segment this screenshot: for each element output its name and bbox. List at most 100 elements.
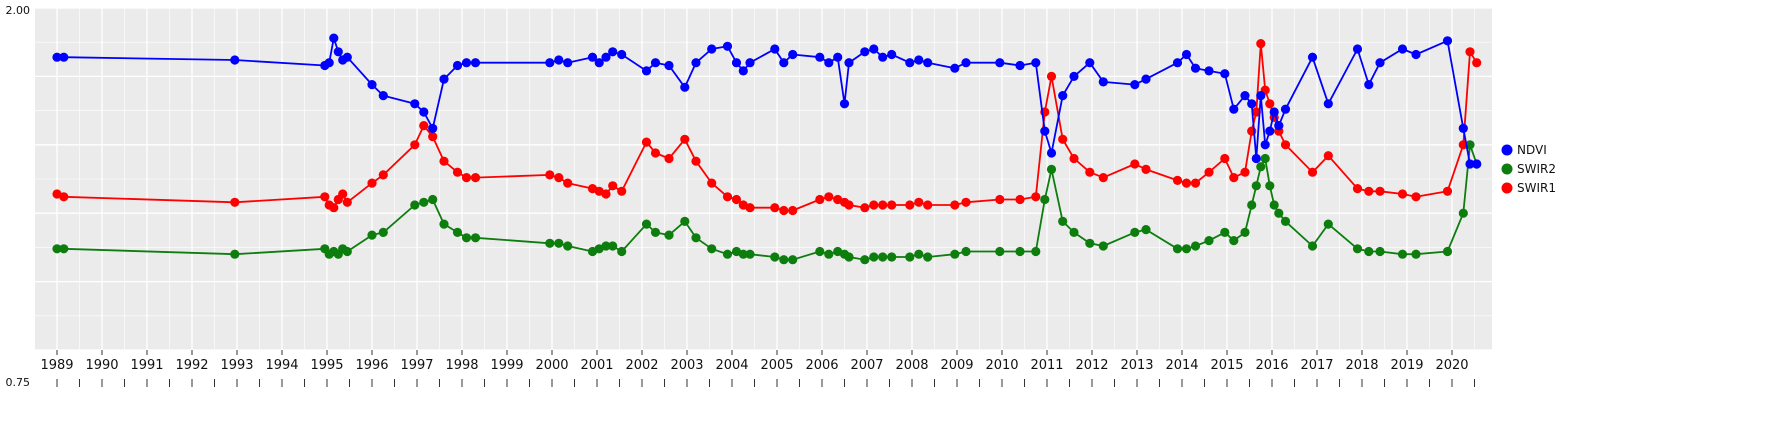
ndvi-point	[1274, 121, 1284, 131]
ndvi-point	[1411, 49, 1421, 60]
swir1-point	[869, 200, 879, 210]
y-axis-label: 2.00	[6, 4, 31, 17]
swir1-point	[650, 148, 661, 158]
swir2-point	[230, 249, 240, 259]
swir1-point	[329, 203, 339, 213]
swir1-point	[342, 197, 352, 207]
swir2-point	[1098, 241, 1108, 251]
ndvi-point	[641, 66, 652, 76]
ndvi-point	[779, 58, 789, 68]
x-axis-label: 2003	[670, 358, 703, 373]
swir2-point	[1130, 227, 1140, 237]
swir2-point	[545, 238, 555, 248]
swir2-point	[770, 252, 780, 262]
ndvi-point	[1190, 63, 1201, 73]
ndvi-point	[1280, 104, 1291, 114]
swir1-point	[914, 197, 924, 207]
swir2-point	[1141, 225, 1151, 235]
swir2-point	[1220, 227, 1230, 237]
x-axis-label: 2008	[895, 358, 928, 373]
swir2-point	[745, 249, 755, 259]
x-axis-label: 1996	[355, 358, 388, 373]
x-axis-label: 2001	[580, 358, 613, 373]
ndvi-point	[833, 52, 843, 62]
ndvi-point	[815, 52, 825, 62]
swir1-point	[428, 132, 438, 142]
ndvi-point	[1046, 148, 1057, 158]
ndvi-point	[1247, 99, 1257, 109]
swir2-point	[452, 227, 463, 237]
swir1-point	[1375, 186, 1385, 196]
swir2-point	[1442, 246, 1453, 257]
ndvi-point	[617, 49, 627, 60]
swir1-point	[1130, 159, 1140, 169]
swir1-point	[461, 173, 472, 183]
ndvi-point	[333, 47, 343, 57]
ndvi-point	[545, 58, 555, 68]
ndvi-point	[722, 41, 733, 51]
ndvi-point	[1375, 58, 1385, 68]
ndvi-point	[878, 52, 888, 62]
swir1-point	[452, 167, 463, 177]
swir2-point	[554, 238, 564, 248]
ndvi-point	[691, 58, 701, 68]
swir1-point	[770, 203, 780, 213]
swir1-point	[680, 134, 690, 144]
swir1-point	[722, 192, 733, 202]
y-axis-label: 0.75	[6, 376, 31, 389]
ndvi-point	[1130, 80, 1140, 90]
ndvi-point	[1204, 66, 1214, 76]
ndvi-point	[59, 52, 69, 62]
swir1-point	[1031, 192, 1041, 202]
swir2-point	[439, 219, 449, 229]
ndvi-point	[1240, 91, 1250, 101]
legend-key-swir1-icon	[1501, 182, 1513, 194]
swir2-point	[52, 244, 62, 254]
swir1-point	[1465, 47, 1475, 57]
x-axis-label: 1998	[445, 358, 478, 373]
swir2-point	[995, 246, 1005, 257]
swir1-point	[1220, 153, 1230, 164]
swir1-point	[1015, 194, 1025, 205]
ndvi-point	[470, 58, 481, 68]
swir1-point	[367, 178, 377, 188]
swir2-point	[1352, 244, 1363, 254]
legend-label-swir1: SWIR1	[1517, 181, 1556, 195]
x-axis-label: 1997	[400, 358, 433, 373]
swir2-point	[1240, 227, 1250, 237]
swir2-point	[563, 241, 573, 251]
ndvi-point	[342, 52, 352, 62]
x-axis-label: 2004	[715, 358, 748, 373]
swir2-point	[1265, 181, 1275, 191]
ndvi-point	[1229, 104, 1239, 114]
ndvi-point	[770, 44, 780, 54]
swir2-point	[923, 252, 933, 262]
ndvi-point	[1069, 71, 1079, 81]
swir2-point	[608, 241, 618, 251]
swir2-point	[1397, 249, 1408, 259]
ndvi-point	[419, 107, 429, 117]
x-axis-label: 2016	[1255, 358, 1288, 373]
ndvi-point	[230, 55, 240, 65]
swir2-point	[1031, 246, 1041, 257]
swir1-point	[617, 186, 627, 196]
swir2-point	[1274, 208, 1284, 218]
ndvi-point	[1141, 74, 1151, 84]
x-axis-label: 2006	[805, 358, 838, 373]
swir1-point	[601, 189, 611, 199]
swir2-point	[1323, 219, 1333, 229]
ndvi-point	[707, 44, 717, 54]
swir2-point	[1458, 208, 1468, 218]
swir1-point	[1307, 167, 1318, 177]
swir2-point	[1375, 246, 1385, 257]
ndvi-point	[824, 58, 834, 68]
ndvi-point	[1040, 126, 1050, 136]
swir1-point	[1442, 186, 1453, 196]
swir2-point	[378, 227, 388, 237]
swir2-point	[1172, 244, 1183, 254]
swir2-point	[869, 252, 879, 262]
ndvi-point	[788, 49, 798, 60]
swir1-point	[1323, 151, 1333, 161]
swir1-point	[779, 205, 789, 216]
